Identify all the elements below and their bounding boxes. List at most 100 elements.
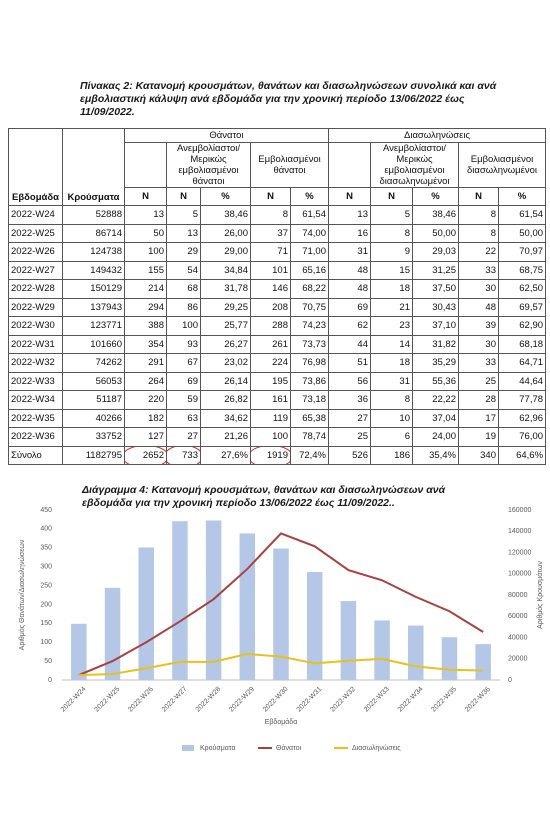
cell: 54 (166, 260, 201, 280)
cell: 18 (370, 279, 413, 299)
bar (408, 625, 424, 680)
cell: 101 (250, 260, 291, 280)
x-tick-label: 2022-W35 (430, 686, 458, 714)
header-intubations: Διασωληνώσεις (327, 128, 547, 143)
y-tick-label: 250 (40, 582, 52, 589)
row-label: 2022-W29 (8, 297, 63, 317)
cell: 26,14 (200, 371, 251, 391)
table-row: 2022-W32 74262 291 67 23,02 224 76,98 51 18 35,29… (8, 353, 547, 373)
cell: 294 (124, 297, 167, 317)
cell: 8 (370, 223, 413, 243)
cell: 220 (124, 390, 167, 410)
cell: 291 (124, 353, 167, 373)
cell: 25 (458, 371, 499, 391)
cell: 30 (458, 334, 499, 354)
bar (306, 571, 323, 680)
cell: 208 (250, 297, 291, 317)
chart: 0 50 100 150 200 250 300 350 400 450 0 20000 40000 60… (18, 507, 544, 752)
unit-header: % (200, 187, 251, 206)
cell: 63 (166, 408, 201, 428)
bar (340, 601, 357, 680)
cell: 70,75 (290, 297, 329, 317)
cell: 31,25 (412, 260, 459, 280)
table-row: Σύνολο 1182795 2652 733 27,6% 1919 72,4% 526 186… (8, 445, 547, 465)
cell: 34,62 (200, 408, 251, 428)
cell: 48 (328, 260, 371, 280)
unit-header: % (412, 187, 459, 206)
cell: 27,6% (200, 445, 251, 465)
cell: 65,38 (290, 408, 329, 428)
bar (71, 623, 87, 680)
cell: 100 (250, 427, 291, 447)
cell: 77,78 (497, 390, 547, 410)
cell: 72,4% (290, 445, 329, 465)
cell: 31,78 (200, 279, 251, 299)
row-label: 2022-W34 (8, 390, 63, 410)
cell: 71,00 (290, 242, 329, 262)
cell: 30,43 (412, 297, 459, 317)
cell: 5 (166, 205, 201, 225)
cell: 388 (124, 316, 167, 336)
cell: 76,98 (290, 353, 329, 373)
row-label: Σύνολο (8, 445, 63, 465)
cell: 22,22 (412, 390, 459, 410)
y-tick-label: 100 (40, 639, 52, 646)
legend-label: Κρούσματα (200, 744, 236, 752)
cell: 33752 (62, 427, 125, 447)
cell: 31,82 (412, 334, 459, 354)
cell: 40266 (62, 408, 125, 428)
cell: 62 (328, 316, 371, 336)
table-row: 2022-W27 149432 155 54 34,84 101 65,16 48 15 31,2… (8, 260, 547, 280)
legend-label: Θάνατοι (276, 744, 302, 752)
cell: 86714 (62, 223, 125, 243)
row-label: 2022-W26 (8, 242, 63, 262)
y-tick-label: 50 (44, 658, 52, 665)
y2-tick-label: 160000 (508, 507, 531, 514)
cell: 29 (166, 242, 201, 262)
cell: 26,27 (200, 334, 251, 354)
cell: 39 (458, 316, 499, 336)
cell: 48 (328, 279, 371, 299)
x-tick-label: 2022-W25 (93, 686, 121, 714)
cell: 100 (124, 242, 167, 262)
unit-header: % (497, 187, 547, 206)
cell: 31 (370, 371, 413, 391)
cell: 69 (166, 371, 201, 391)
table-row: 2022-W31 101660 354 93 26,27 261 73,73 44 14 31,8… (8, 334, 547, 354)
cell: 27 (328, 408, 371, 428)
cell: 73,18 (290, 390, 329, 410)
cell: 224 (250, 353, 291, 373)
cell: 17 (458, 408, 499, 428)
cell: 18 (370, 353, 413, 373)
cell: 27 (166, 427, 201, 447)
cell: 37,10 (412, 316, 459, 336)
header-sub: Ανεμβολίαστοι/ Μερικώς εμβολιασμένοι δια… (370, 142, 459, 188)
cell: 70,97 (497, 242, 547, 262)
table-row: 2022-W34 51187 220 59 26,82 161 73,18 36 8 22,22 2… (8, 390, 547, 410)
cell: 38,46 (200, 205, 251, 225)
y-tick-label: 200 (40, 601, 52, 608)
cell: 526 (328, 445, 371, 465)
cell: 13 (166, 223, 201, 243)
cell: 26,82 (200, 390, 251, 410)
cell: 340 (458, 445, 499, 465)
table-row: 2022-W24 52888 13 5 38,46 8 61,54 13 5 38,46 8 61,5… (8, 205, 547, 225)
cell: 101660 (62, 334, 125, 354)
row-label: 2022-W35 (8, 408, 63, 428)
unit-header: % (290, 187, 329, 206)
cell: 23 (370, 316, 413, 336)
cell: 62,50 (497, 279, 547, 299)
cell: 14 (370, 334, 413, 354)
cell: 74262 (62, 353, 125, 373)
cell: 35,29 (412, 353, 459, 373)
cell: 186 (370, 445, 413, 465)
cell: 50,00 (497, 223, 547, 243)
cell: 1182795 (62, 445, 125, 465)
x-tick-label: 2022-W32 (329, 686, 357, 714)
cell: 68 (166, 279, 201, 299)
cell: 31 (328, 242, 371, 262)
cell: 26,00 (200, 223, 251, 243)
table-row: 2022-W29 137943 294 86 29,25 208 70,75 69 21 30,4… (8, 297, 547, 317)
cell: 29,25 (200, 297, 251, 317)
